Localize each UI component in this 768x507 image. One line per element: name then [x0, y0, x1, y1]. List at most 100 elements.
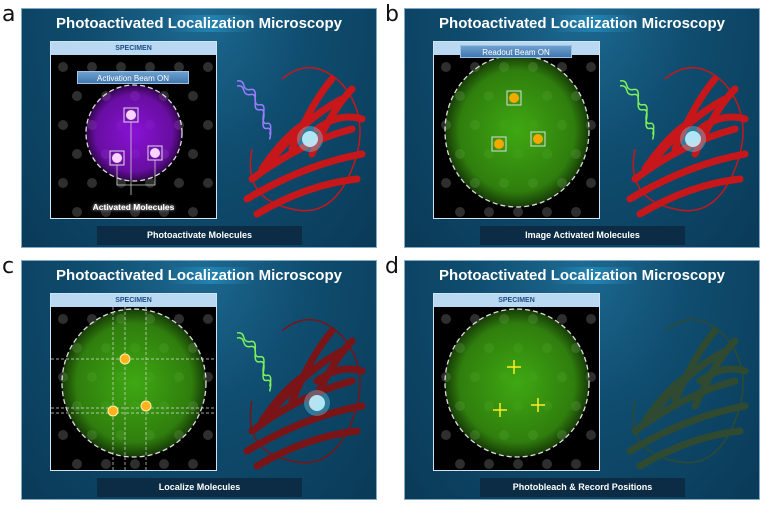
- specimen-label: SPECIMEN: [51, 42, 216, 55]
- recorded-position-cross: [493, 403, 507, 417]
- molecule-dot: [72, 149, 82, 159]
- molecule-dot: [130, 207, 140, 217]
- molecule-dot: [586, 62, 596, 72]
- molecule-dot: [58, 62, 68, 72]
- molecule-dot: [72, 91, 82, 101]
- molecule-dot: [87, 62, 97, 72]
- molecule-dot: [116, 178, 126, 188]
- molecule-dot: [58, 178, 68, 188]
- title-text: Microscopy: [637, 15, 725, 32]
- title-text: Microscopy: [254, 15, 342, 32]
- beta-strand: [671, 75, 719, 153]
- molecule-dot: [203, 314, 213, 324]
- beta-strand: [651, 347, 729, 415]
- molecule-dot: [130, 459, 140, 469]
- specimen-label: SPECIMEN: [51, 294, 216, 307]
- molecule-marker: [147, 145, 163, 161]
- activated-molecule: [150, 148, 160, 158]
- activated-molecules-label: Activated Molecules: [92, 202, 175, 212]
- molecule-dot: [586, 314, 596, 324]
- molecule-marker: [506, 90, 522, 106]
- specimen-box: SPECIMEN: [433, 293, 600, 471]
- panel-letter: d: [385, 254, 399, 279]
- localized-molecule: [119, 353, 131, 365]
- step-caption: Localize Molecules: [97, 478, 302, 497]
- step-caption: Image Activated Molecules: [480, 226, 685, 245]
- chromophore-glow-halo: [297, 126, 323, 152]
- recorded-position-cross: [531, 398, 545, 412]
- light-wave-icon: [236, 85, 272, 140]
- illumination-spot: [61, 308, 207, 458]
- activated-molecule: [126, 110, 136, 120]
- title-text: Photoactivated: [439, 15, 551, 32]
- annotation-lines: [116, 122, 156, 195]
- specimen-view: [441, 308, 596, 469]
- recorded-position-cross: [507, 360, 521, 374]
- beta-strand: [696, 365, 749, 385]
- title-highlight: Localization: [167, 267, 255, 284]
- chromophore-glow: [302, 131, 318, 147]
- molecule-dot: [58, 314, 68, 324]
- molecule-dot: [145, 178, 155, 188]
- molecule-dot: [513, 459, 523, 469]
- molecule-marker: [109, 150, 125, 166]
- molecule-dot: [101, 459, 111, 469]
- molecule-dot: [441, 314, 451, 324]
- molecule-dot: [484, 459, 494, 469]
- specimen-label: SPECIMEN: [434, 294, 599, 307]
- molecule-dot: [571, 207, 581, 217]
- chromophore-glow-halo: [304, 390, 330, 416]
- title-text: Photoactivated: [56, 15, 168, 32]
- illumination-spot: [444, 308, 590, 458]
- panel-d: Photoactivated Localization Microscopy SP…: [404, 260, 760, 500]
- illumination-spot: [444, 55, 590, 208]
- fluorescing-molecule: [509, 93, 519, 103]
- molecule-dot: [58, 430, 68, 440]
- specimen-box: Readout Beam ON: [433, 41, 600, 219]
- fluorescent-protein-ribbon: [619, 66, 749, 218]
- loop: [632, 318, 744, 464]
- specimen-box: SPECIMEN: [50, 293, 217, 471]
- loop: [249, 318, 361, 464]
- molecule-dot: [203, 178, 213, 188]
- light-wave-icon: [236, 337, 272, 392]
- panel-title: Photoactivated Localization Microscopy: [22, 267, 376, 284]
- molecule-marker: [491, 136, 507, 152]
- specimen-view: [51, 307, 216, 470]
- light-wave-icon: [236, 80, 272, 135]
- fluorescent-protein-ribbon: [626, 318, 749, 470]
- molecule-dot: [557, 314, 567, 324]
- beta-strand: [313, 365, 366, 385]
- chromophore-glow: [309, 395, 325, 411]
- molecule-dot: [188, 207, 198, 217]
- panel-title: Photoactivated Localization Microscopy: [22, 15, 376, 32]
- molecule-dot: [72, 459, 82, 469]
- molecule-dot: [586, 430, 596, 440]
- beta-strand: [641, 367, 699, 425]
- molecule-marker: [530, 131, 546, 147]
- molecule-dot: [542, 207, 552, 217]
- light-wave-icon: [619, 85, 655, 140]
- panel-c: Photoactivated Localization Microscopy SP…: [21, 260, 377, 500]
- molecule-dot: [455, 459, 465, 469]
- beta-strand: [696, 113, 749, 133]
- beta-strand: [671, 327, 719, 405]
- molecule-dot: [586, 178, 596, 188]
- molecule-dot: [174, 62, 184, 72]
- activated-molecule: [112, 153, 122, 163]
- specimen-box: SPECIMEN Activation Beam ON Activated Mole…: [50, 41, 217, 219]
- molecule-dot: [159, 459, 169, 469]
- molecule-dot: [571, 459, 581, 469]
- molecule-dot: [116, 62, 126, 72]
- molecule-dot: [455, 207, 465, 217]
- chromophore-glow: [685, 131, 701, 147]
- illumination-spot: [85, 84, 183, 182]
- molecule-dot: [188, 149, 198, 159]
- molecule-dot: [174, 178, 184, 188]
- specimen-view: [441, 55, 596, 217]
- panel-a: Photoactivated Localization Microscopy SP…: [21, 8, 377, 248]
- title-highlight: Localization: [550, 267, 638, 284]
- title-highlight: Localization: [167, 15, 255, 32]
- loop: [249, 66, 361, 212]
- molecule-dot: [441, 178, 451, 188]
